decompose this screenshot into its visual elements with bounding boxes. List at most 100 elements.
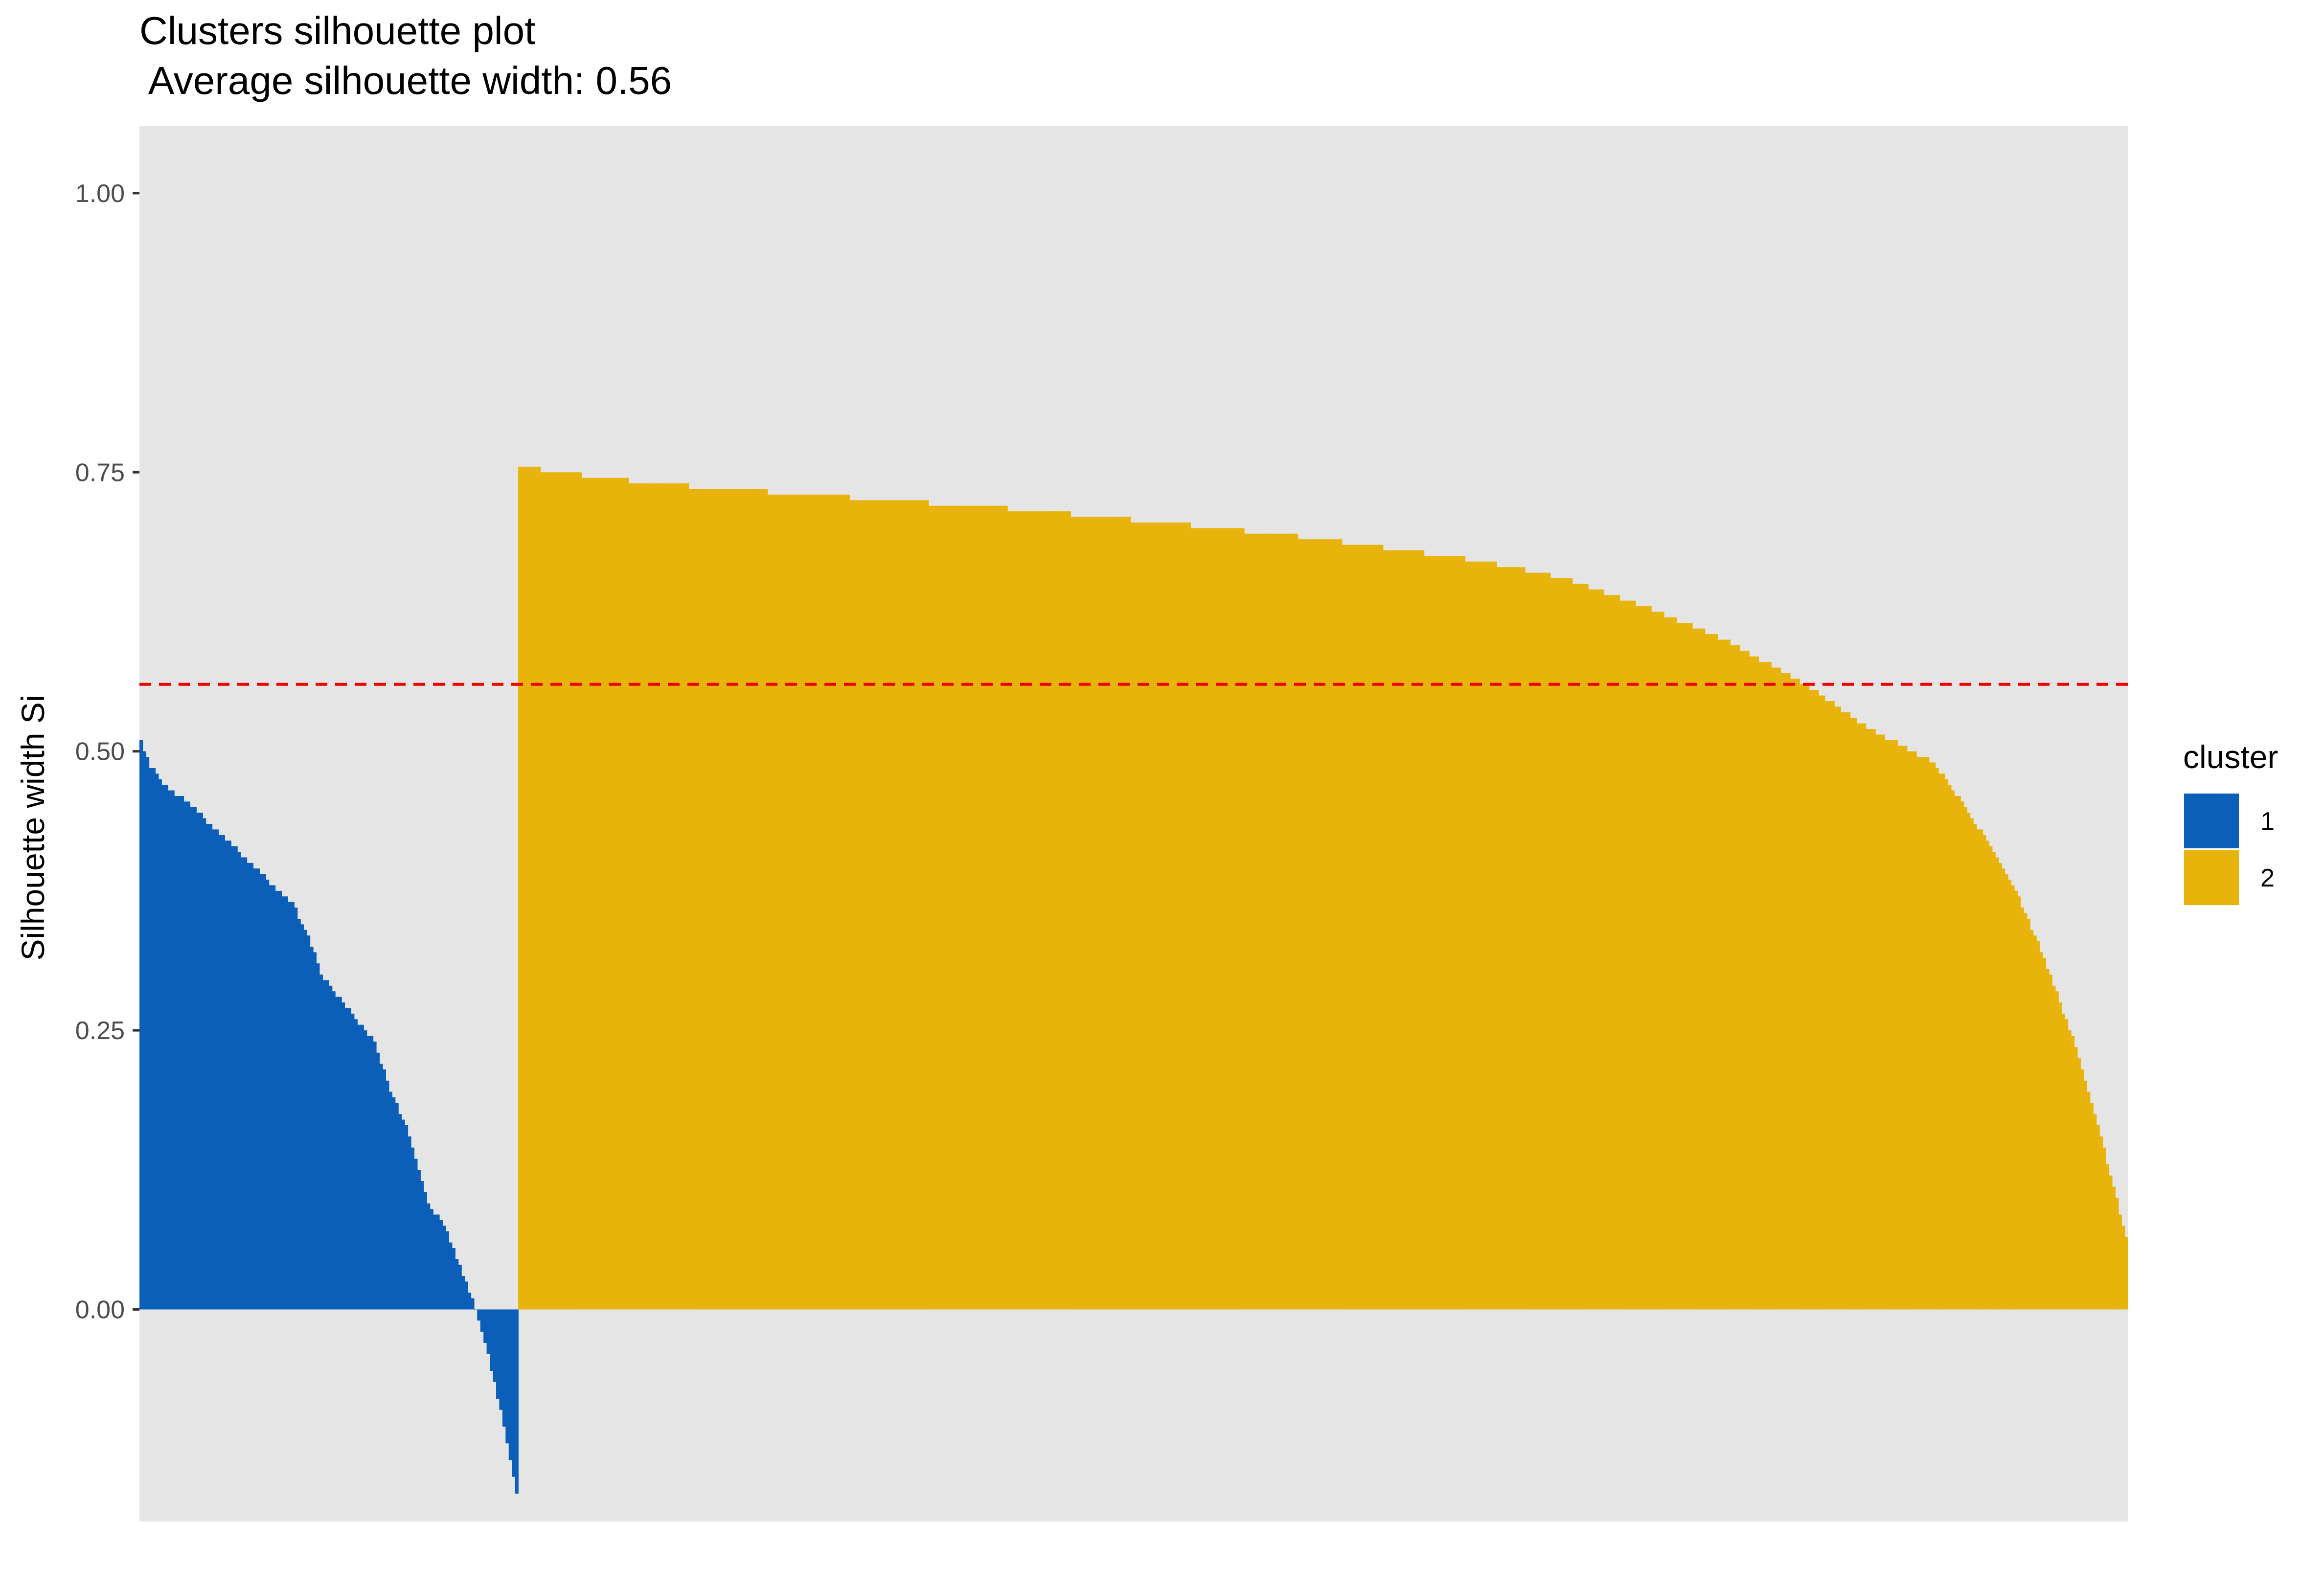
bar-cluster-2 <box>593 477 598 1310</box>
bar-cluster-2 <box>1885 740 1889 1310</box>
bar-cluster-2 <box>1960 801 1964 1310</box>
bar-cluster-1 <box>275 890 279 1310</box>
bar-cluster-2 <box>1461 556 1466 1310</box>
bar-cluster-2 <box>1137 522 1140 1310</box>
bar-cluster-2 <box>622 477 626 1310</box>
bar-cluster-2 <box>1184 522 1188 1310</box>
bar-cluster-1 <box>297 918 301 1310</box>
bar-cluster-2 <box>1509 567 1513 1310</box>
bar-cluster-2 <box>925 500 929 1310</box>
bar-cluster-1 <box>139 740 143 1310</box>
bar-cluster-2 <box>963 505 967 1310</box>
legend-title: cluster <box>2183 739 2278 775</box>
bar-cluster-2 <box>647 483 651 1310</box>
bar-cluster-2 <box>1619 600 1623 1310</box>
bar-cluster-2 <box>1304 539 1308 1310</box>
bar-cluster-2 <box>1076 517 1081 1310</box>
bar-cluster-2 <box>1487 561 1491 1310</box>
bar-cluster-2 <box>1572 584 1576 1310</box>
bar-cluster-2 <box>1398 550 1403 1310</box>
bar-cluster-2 <box>1317 539 1321 1310</box>
bar-cluster-2 <box>1528 572 1532 1310</box>
bar-cluster-2 <box>1405 550 1409 1310</box>
bar-cluster-2 <box>1916 757 1920 1310</box>
bar-cluster-2 <box>1234 528 1238 1310</box>
y-axis-title: Silhouette width Si <box>15 695 51 961</box>
bar-cluster-2 <box>1102 517 1106 1310</box>
bar-cluster-2 <box>613 477 616 1310</box>
bar-cluster-1 <box>225 840 228 1310</box>
bar-cluster-2 <box>761 489 765 1310</box>
bar-cluster-1 <box>164 785 168 1310</box>
bar-cluster-2 <box>1367 545 1371 1310</box>
bar-cluster-2 <box>1247 533 1251 1310</box>
bar-cluster-2 <box>1559 578 1564 1310</box>
bar-cluster-2 <box>2090 1103 2094 1310</box>
bar-cluster-2 <box>1995 857 1999 1310</box>
bar-cluster-2 <box>941 505 945 1310</box>
bar-cluster-1 <box>259 874 263 1310</box>
bar-cluster-2 <box>1373 545 1377 1310</box>
bar-cluster-2 <box>742 489 746 1310</box>
bar-cluster-2 <box>1809 690 1813 1310</box>
bar-cluster-2 <box>1051 511 1055 1310</box>
bar-cluster-2 <box>1622 600 1627 1310</box>
bar-cluster-2 <box>1433 556 1437 1310</box>
bar-cluster-2 <box>1544 572 1548 1310</box>
bar-cluster-2 <box>1197 528 1201 1310</box>
bar-cluster-2 <box>1162 522 1166 1310</box>
bar-cluster-2 <box>928 505 932 1310</box>
bar-cluster-2 <box>1190 528 1194 1310</box>
bar-cluster-2 <box>1547 572 1551 1310</box>
bar-cluster-2 <box>2115 1198 2119 1310</box>
bar-cluster-2 <box>1430 556 1434 1310</box>
bar-cluster-2 <box>1086 517 1090 1310</box>
bar-cluster-1 <box>338 997 342 1310</box>
bar-cluster-2 <box>1727 639 1731 1310</box>
bar-cluster-2 <box>754 489 759 1310</box>
bar-cluster-1 <box>269 885 273 1310</box>
bar-cluster-2 <box>1591 589 1595 1310</box>
bar-cluster-2 <box>1478 561 1481 1310</box>
bar-cluster-1 <box>354 1019 358 1310</box>
bar-cluster-2 <box>2017 896 2021 1310</box>
bar-cluster-2 <box>1165 522 1169 1310</box>
y-tick-label: 1.00 <box>75 180 125 208</box>
y-tick-label: 0.75 <box>75 458 125 487</box>
bar-cluster-2 <box>628 483 633 1310</box>
bar-cluster-2 <box>1389 550 1393 1310</box>
bar-cluster-2 <box>979 505 983 1310</box>
bar-cluster-2 <box>1875 734 1879 1310</box>
bar-cluster-2 <box>1263 533 1267 1310</box>
bar-cluster-2 <box>1493 561 1497 1310</box>
bar-cluster-2 <box>1241 528 1245 1310</box>
bar-cluster-2 <box>1048 511 1052 1310</box>
bar-cluster-2 <box>1585 584 1589 1310</box>
bar-cluster-2 <box>660 483 664 1310</box>
bar-cluster-2 <box>2080 1069 2084 1310</box>
bar-cluster-1 <box>467 1293 472 1310</box>
bar-cluster-1 <box>436 1214 440 1310</box>
bar-cluster-1 <box>449 1242 453 1310</box>
bar-cluster-2 <box>849 500 853 1310</box>
bar-cluster-2 <box>862 500 866 1310</box>
bar-cluster-2 <box>998 505 1002 1310</box>
bar-cluster-1 <box>256 868 260 1310</box>
bar-cluster-1 <box>376 1052 380 1310</box>
bar-cluster-2 <box>1515 567 1519 1310</box>
bar-cluster-1 <box>316 963 320 1310</box>
bar-cluster-2 <box>1310 539 1314 1310</box>
bar-cluster-1 <box>379 1064 383 1310</box>
bar-cluster-2 <box>1414 550 1418 1310</box>
bar-cluster-1 <box>237 852 241 1310</box>
bar-cluster-2 <box>588 477 592 1310</box>
bar-cluster-2 <box>954 505 957 1310</box>
bar-cluster-2 <box>1556 578 1560 1310</box>
bar-cluster-2 <box>843 494 847 1310</box>
bar-cluster-1 <box>322 980 326 1310</box>
bar-cluster-2 <box>1278 533 1282 1310</box>
bar-cluster-1 <box>329 985 333 1310</box>
bar-cluster-1 <box>281 896 285 1310</box>
bar-cluster-2 <box>1973 824 1977 1310</box>
